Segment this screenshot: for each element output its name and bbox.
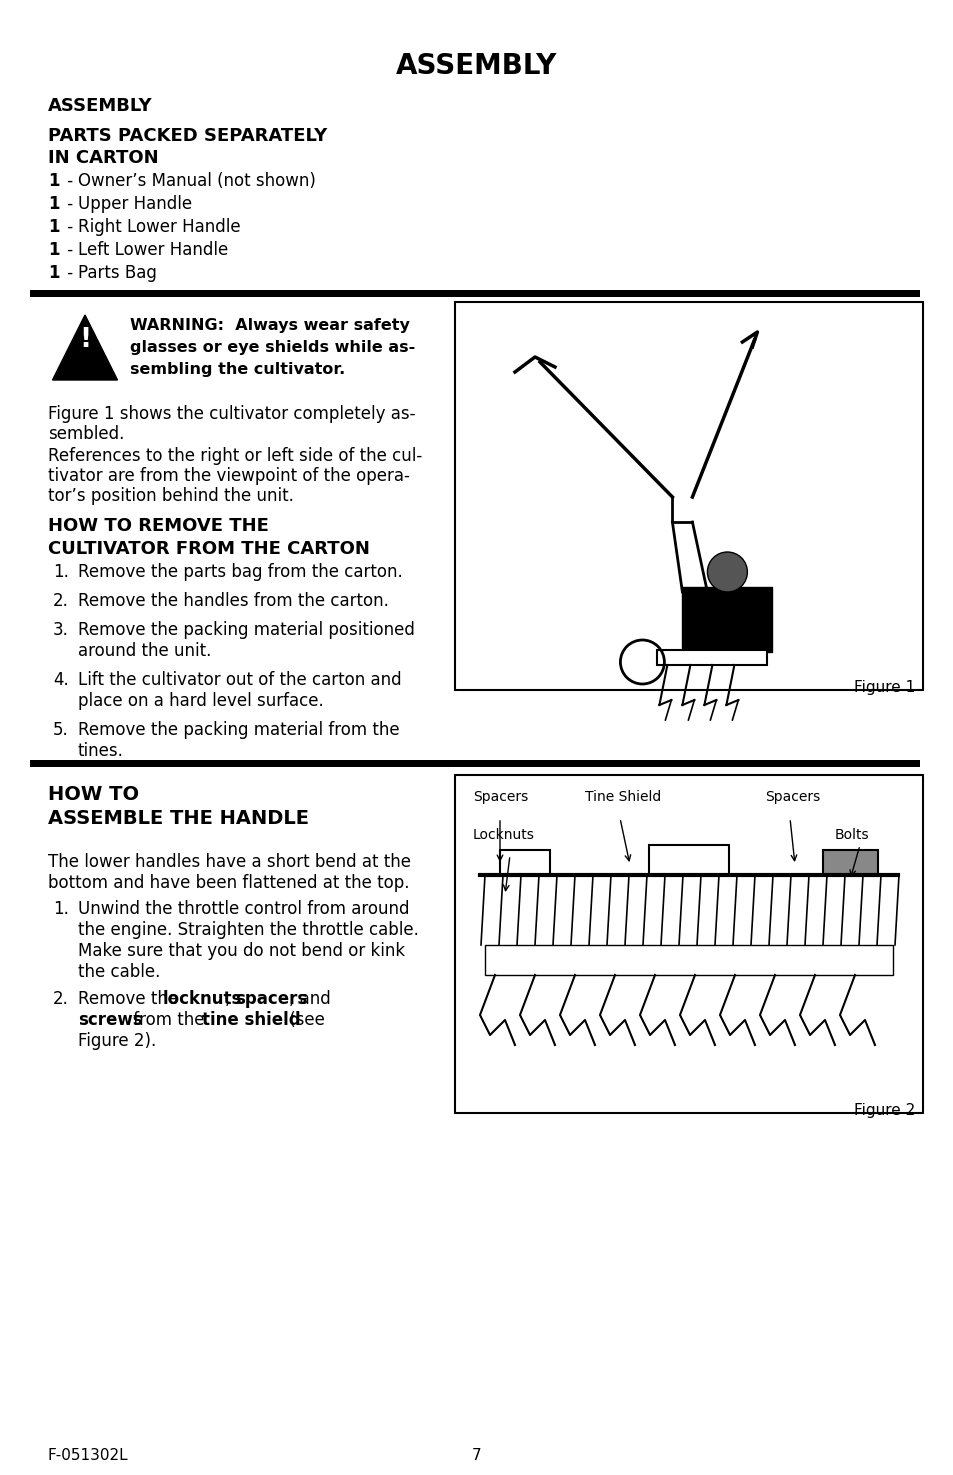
Bar	[681, 587, 772, 652]
Polygon shape	[52, 316, 117, 381]
Text: 1: 1	[48, 218, 59, 236]
Text: (see: (see	[284, 1010, 325, 1030]
Text: the engine. Straighten the throttle cable.: the engine. Straighten the throttle cabl…	[78, 920, 418, 940]
Bar	[657, 650, 766, 665]
Text: Right Lower Handle: Right Lower Handle	[78, 218, 240, 236]
Text: !: !	[79, 327, 91, 353]
Text: Remove the packing material positioned: Remove the packing material positioned	[78, 621, 415, 639]
Text: Locknuts: Locknuts	[473, 827, 535, 842]
Text: 7: 7	[472, 1448, 481, 1463]
Text: ,: ,	[225, 990, 235, 1007]
Text: ASSEMBLY: ASSEMBLY	[395, 52, 558, 80]
Text: tines.: tines.	[78, 742, 124, 760]
Text: 1: 1	[48, 240, 59, 260]
Text: 2.: 2.	[53, 990, 69, 1007]
Text: -: -	[62, 218, 73, 236]
Text: Left Lower Handle: Left Lower Handle	[78, 240, 228, 260]
Bar	[30, 291, 919, 296]
Text: Remove the packing material from the: Remove the packing material from the	[78, 721, 399, 739]
Bar	[30, 760, 919, 767]
Text: 1.: 1.	[53, 563, 69, 581]
Text: 1: 1	[48, 195, 59, 212]
Text: place on a hard level surface.: place on a hard level surface.	[78, 692, 323, 709]
Circle shape	[707, 552, 746, 591]
Bar	[648, 845, 728, 875]
Text: Make sure that you do not bend or kink: Make sure that you do not bend or kink	[78, 943, 405, 960]
Text: tine shield: tine shield	[202, 1010, 300, 1030]
Text: bottom and have been flattened at the top.: bottom and have been flattened at the to…	[48, 875, 409, 892]
Text: 2.: 2.	[53, 591, 69, 611]
Text: 1: 1	[48, 173, 59, 190]
Text: Tine Shield: Tine Shield	[584, 791, 660, 804]
Bar	[455, 774, 923, 1114]
Text: tivator are from the viewpoint of the opera-: tivator are from the viewpoint of the op…	[48, 468, 410, 485]
Text: -: -	[62, 264, 73, 282]
Text: , and: , and	[289, 990, 331, 1007]
Text: tor’s position behind the unit.: tor’s position behind the unit.	[48, 487, 294, 504]
Text: -: -	[62, 240, 73, 260]
Text: 5.: 5.	[53, 721, 69, 739]
Text: Owner’s Manual (not shown): Owner’s Manual (not shown)	[78, 173, 315, 190]
Text: CULTIVATOR FROM THE CARTON: CULTIVATOR FROM THE CARTON	[48, 540, 370, 558]
Text: -: -	[62, 195, 73, 212]
Text: Spacers: Spacers	[764, 791, 820, 804]
Text: Lift the cultivator out of the carton and: Lift the cultivator out of the carton an…	[78, 671, 401, 689]
Text: Remove the handles from the carton.: Remove the handles from the carton.	[78, 591, 389, 611]
Text: HOW TO: HOW TO	[48, 785, 139, 804]
Text: HOW TO REMOVE THE: HOW TO REMOVE THE	[48, 518, 269, 535]
Text: Bolts: Bolts	[834, 827, 869, 842]
Text: Spacers: Spacers	[473, 791, 528, 804]
Text: Figure 1: Figure 1	[853, 680, 914, 695]
Bar	[484, 945, 892, 975]
Text: screws: screws	[78, 1010, 143, 1030]
Text: sembled.: sembled.	[48, 425, 124, 442]
Text: WARNING:  Always wear safety: WARNING: Always wear safety	[130, 319, 410, 333]
Bar	[455, 302, 923, 690]
Text: Remove the: Remove the	[78, 990, 183, 1007]
Text: Unwind the throttle control from around: Unwind the throttle control from around	[78, 900, 409, 917]
Text: Figure 2).: Figure 2).	[78, 1032, 156, 1050]
Text: -: -	[62, 173, 73, 190]
Bar	[499, 850, 550, 875]
Text: the cable.: the cable.	[78, 963, 160, 981]
Text: Figure 2: Figure 2	[853, 1103, 914, 1118]
Text: IN CARTON: IN CARTON	[48, 149, 158, 167]
Text: 4.: 4.	[53, 671, 69, 689]
Text: Upper Handle: Upper Handle	[78, 195, 192, 212]
Text: locknuts: locknuts	[163, 990, 242, 1007]
Text: 1: 1	[48, 264, 59, 282]
Text: ASSEMBLY: ASSEMBLY	[48, 97, 152, 115]
Text: Figure 1 shows the cultivator completely as-: Figure 1 shows the cultivator completely…	[48, 406, 416, 423]
Text: Remove the parts bag from the carton.: Remove the parts bag from the carton.	[78, 563, 402, 581]
Text: glasses or eye shields while as-: glasses or eye shields while as-	[130, 341, 415, 355]
Text: sembling the cultivator.: sembling the cultivator.	[130, 361, 345, 378]
Text: PARTS PACKED SEPARATELY: PARTS PACKED SEPARATELY	[48, 127, 327, 145]
Text: Parts Bag: Parts Bag	[78, 264, 156, 282]
Text: ASSEMBLE THE HANDLE: ASSEMBLE THE HANDLE	[48, 808, 309, 827]
Text: spacers: spacers	[234, 990, 307, 1007]
Text: F-051302L: F-051302L	[48, 1448, 129, 1463]
Text: 1.: 1.	[53, 900, 69, 917]
Text: The lower handles have a short bend at the: The lower handles have a short bend at t…	[48, 853, 411, 872]
Bar	[822, 850, 877, 875]
Text: References to the right or left side of the cul-: References to the right or left side of …	[48, 447, 422, 465]
Text: 3.: 3.	[53, 621, 69, 639]
Text: around the unit.: around the unit.	[78, 642, 212, 659]
Text: from the: from the	[128, 1010, 210, 1030]
